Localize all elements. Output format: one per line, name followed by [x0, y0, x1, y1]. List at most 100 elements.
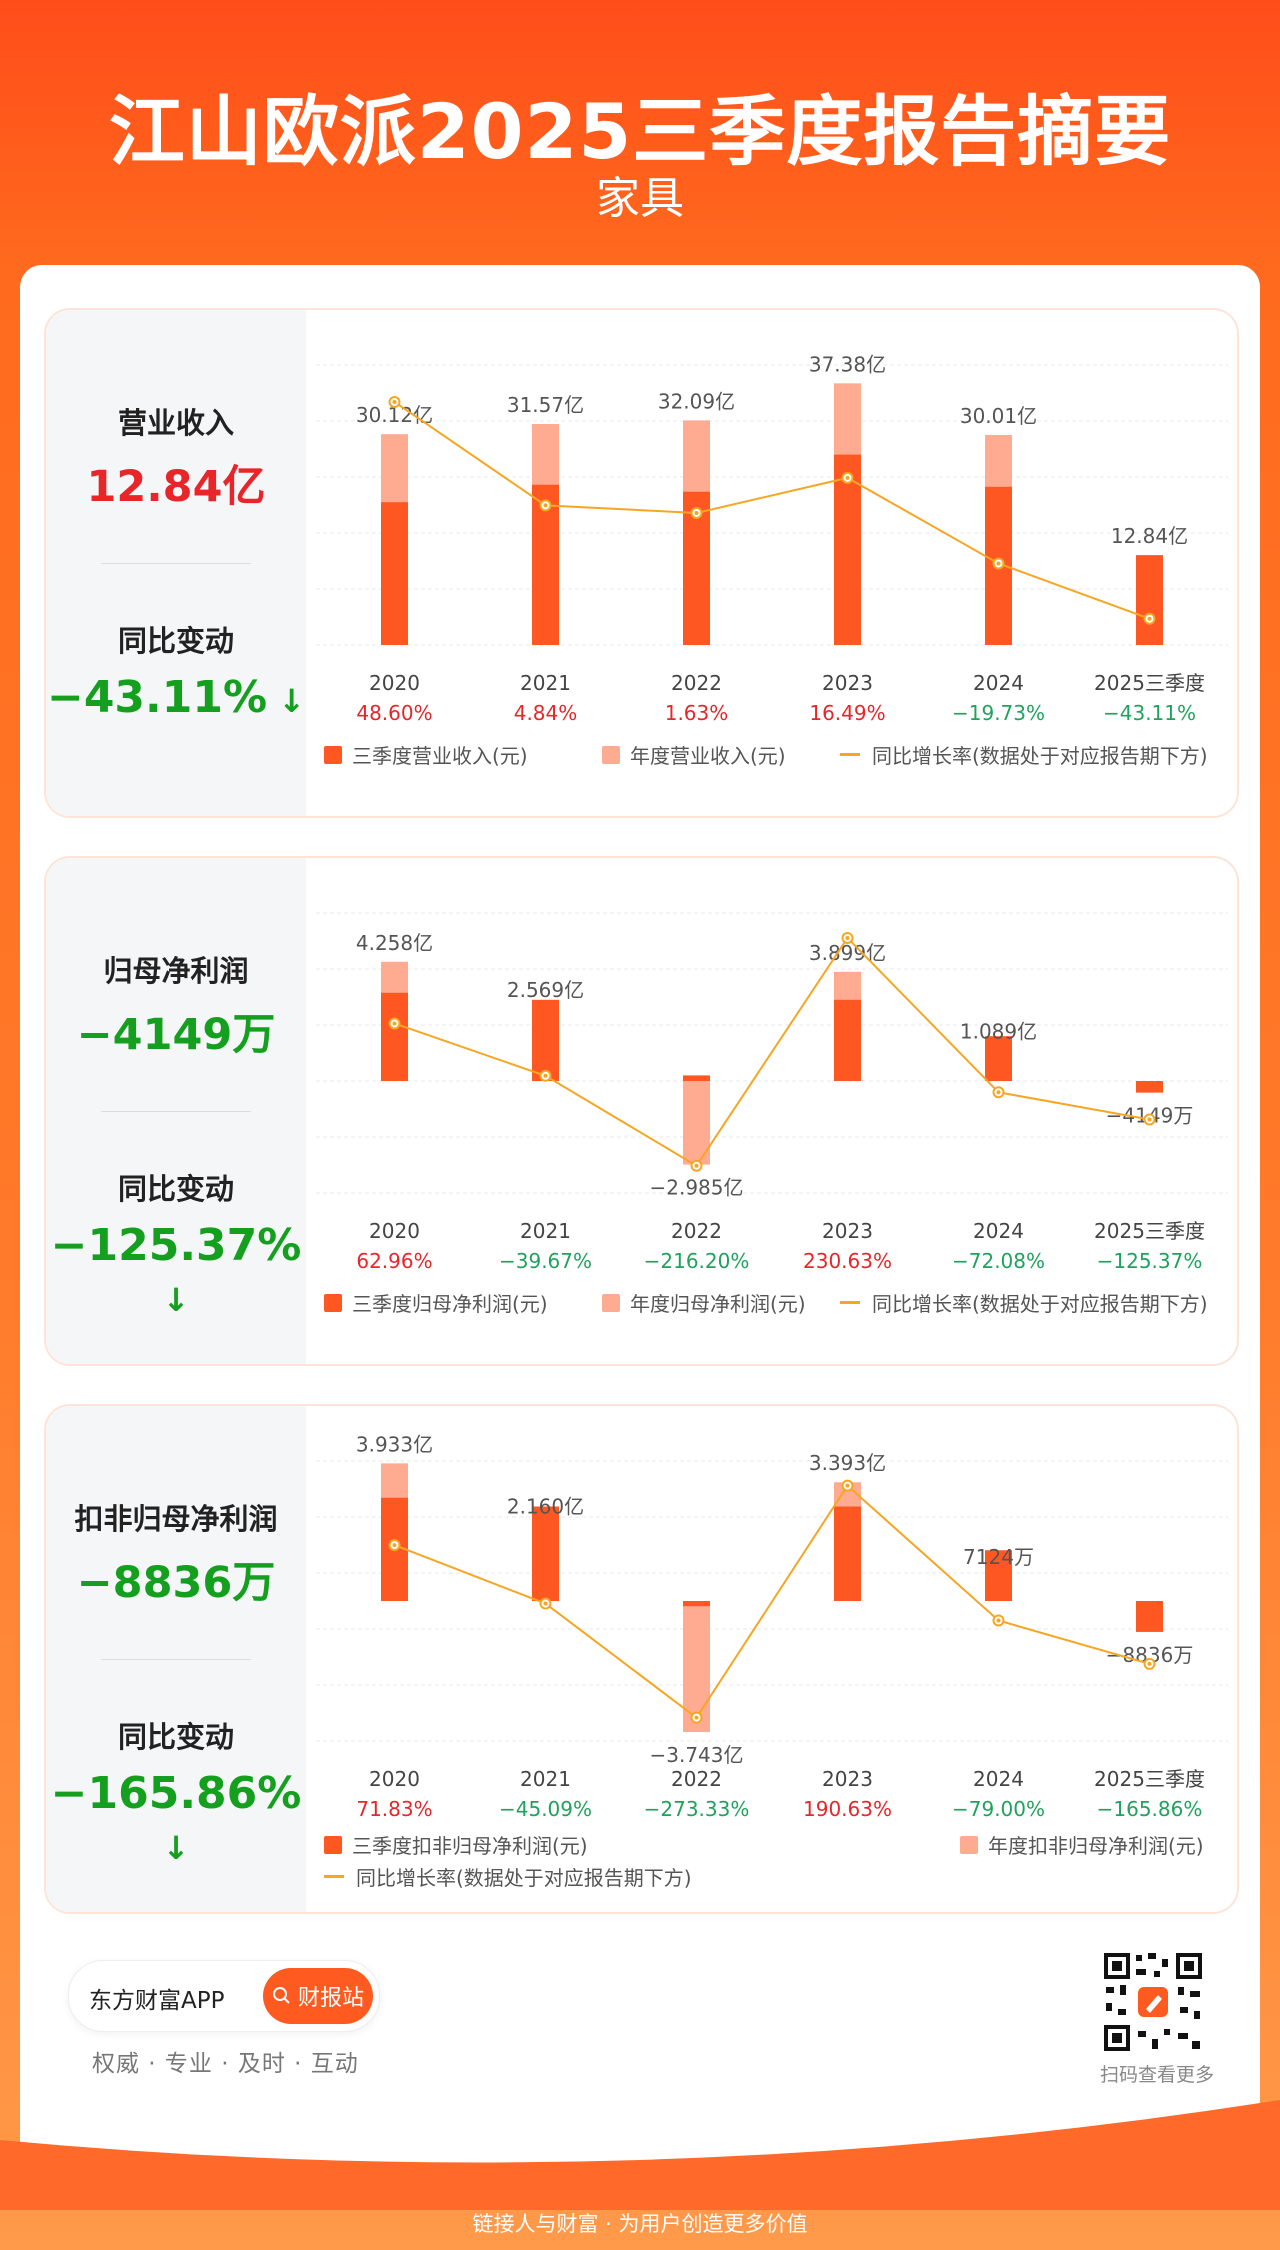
legend-annual: 年度归母净利润(元) — [602, 1288, 806, 1317]
growth-rate-point-center — [392, 399, 397, 404]
growth-rate-point-center — [543, 1073, 548, 1078]
quarter-bar — [834, 454, 861, 645]
growth-rate-point-center — [694, 1163, 699, 1168]
value-label: 3.933亿 — [356, 1432, 433, 1456]
change-value: −165.86% ↓ — [50, 1768, 302, 1867]
growth-rate-point-center — [543, 503, 548, 508]
change-label: 同比变动 — [117, 1720, 234, 1754]
value-label: 31.57亿 — [507, 393, 584, 417]
metric-label: 营业收入 — [117, 406, 234, 440]
category-label: 2024 — [973, 1767, 1024, 1791]
legend-swatch — [324, 1293, 342, 1312]
change-label: 同比变动 — [117, 624, 234, 658]
value-label: 2.569亿 — [507, 978, 584, 1002]
growth-rate-point-center — [543, 1601, 548, 1606]
quarter-bar — [834, 1506, 861, 1601]
category-label: 2024 — [973, 1219, 1024, 1243]
change-value: −43.11% ↓ — [46, 672, 306, 723]
category-label: 2025三季度 — [1094, 1219, 1205, 1243]
rate-label: −79.00% — [952, 1797, 1045, 1821]
quarter-bar — [683, 1075, 710, 1081]
metric-label: 归母净利润 — [103, 954, 249, 988]
footer-wave — [0, 2100, 1280, 2210]
legend-annual: 年度扣非归母净利润(元) — [960, 1830, 1204, 1859]
category-label: 2022 — [671, 1219, 722, 1243]
quarter-bar — [532, 1506, 559, 1601]
category-label: 2020 — [369, 671, 420, 695]
growth-rate-line — [393, 401, 1150, 620]
metric-sidebar: 归母净利润 −4149万 同比变动 −125.37% ↓ — [46, 858, 306, 1364]
rate-label: −19.73% — [952, 701, 1045, 725]
quarter-bar — [1136, 555, 1163, 645]
legend-swatch — [324, 745, 342, 764]
category-label: 2021 — [520, 671, 571, 695]
growth-rate-point-center — [1147, 1117, 1152, 1122]
qr-label: 扫码查看更多 — [1099, 2064, 1214, 2086]
qr-code-icon[interactable] — [1102, 1951, 1204, 2053]
divider — [101, 1111, 251, 1112]
legend-line — [324, 1875, 344, 1878]
legend-swatch — [324, 1835, 342, 1854]
value-label: 37.38亿 — [809, 352, 886, 376]
value-label: −3.743亿 — [649, 1743, 743, 1767]
quarter-bar — [1136, 1601, 1163, 1632]
quarter-bar — [381, 992, 408, 1081]
page-title: 江山欧派2025三季度报告摘要 — [108, 87, 1172, 176]
growth-rate-point-center — [845, 935, 850, 940]
value-label: 2.160亿 — [507, 1494, 584, 1518]
quarter-bar — [1136, 1081, 1163, 1093]
quarter-bar — [532, 484, 559, 645]
net-profit-chart: 4.258亿 2020 62.96% 2.569亿 2021 −39.67% −2.985亿… — [316, 912, 1228, 1273]
category-label: 2025三季度 — [1094, 671, 1205, 695]
legend-quarter: 三季度扣非归母净利润(元) — [324, 1830, 588, 1859]
divider — [101, 563, 251, 564]
category-label: 2021 — [520, 1767, 571, 1791]
app-search-bar[interactable]: 东方财富APP 财报站 — [68, 1960, 380, 2032]
value-label: 12.84亿 — [1111, 524, 1188, 548]
legend-swatch — [602, 1293, 620, 1312]
category-label: 2024 — [973, 671, 1024, 695]
rate-label: −72.08% — [952, 1249, 1045, 1273]
metric-value: −4149万 — [76, 1010, 276, 1060]
legend-growth: 同比增长率(数据处于对应报告期下方) — [840, 740, 1208, 769]
legend-line — [840, 753, 860, 756]
page-subtitle: 家具 — [596, 173, 684, 224]
growth-rate-line — [394, 936, 1150, 1168]
legend-annual: 年度营业收入(元) — [602, 740, 786, 769]
category-label: 2023 — [822, 1219, 873, 1243]
category-label: 2021 — [520, 1219, 571, 1243]
rate-label: 1.63% — [665, 701, 729, 725]
change-label: 同比变动 — [117, 1172, 234, 1206]
quarter-bar — [381, 502, 408, 645]
rate-label: 62.96% — [356, 1249, 432, 1273]
metric-label: 扣非归母净利润 — [74, 1502, 278, 1536]
app-name: 东方财富APP — [89, 1988, 225, 2014]
quarter-bar — [834, 999, 861, 1081]
legend-swatch — [602, 745, 620, 764]
value-label: 30.01亿 — [960, 404, 1037, 428]
rate-label: 4.84% — [514, 701, 578, 725]
button-label: 财报站 — [297, 1986, 364, 2011]
legend-growth: 同比增长率(数据处于对应报告期下方) — [840, 1288, 1208, 1317]
search-icon — [272, 1987, 290, 2004]
growth-rate-point-center — [845, 475, 850, 480]
rate-label: −125.37% — [1097, 1249, 1203, 1273]
value-label: 4.258亿 — [356, 931, 433, 955]
growth-rate-point-center — [996, 1090, 1001, 1095]
growth-rate-point-center — [694, 510, 699, 515]
legend-quarter: 三季度归母净利润(元) — [324, 1288, 548, 1317]
growth-rate-point-center — [694, 1715, 699, 1720]
category-label: 2023 — [822, 1767, 873, 1791]
net-profit-panel: 归母净利润 −4149万 同比变动 −125.37% ↓ 4.258亿 2020 6… — [44, 856, 1239, 1366]
growth-rate-point-center — [392, 1543, 397, 1548]
value-label: 7124万 — [963, 1545, 1034, 1569]
rate-label: 230.63% — [803, 1249, 892, 1273]
growth-rate-point-center — [1147, 616, 1152, 621]
growth-rate-point-center — [392, 1021, 397, 1026]
rate-label: 190.63% — [803, 1797, 892, 1821]
revenue-panel: 营业收入 12.84亿 同比变动 −43.11% ↓ 30.12亿 2020 48.… — [44, 308, 1239, 818]
report-station-button[interactable]: 财报站 — [263, 1968, 373, 2024]
category-label: 2023 — [822, 671, 873, 695]
rate-label: −165.86% — [1097, 1797, 1203, 1821]
category-label: 2020 — [369, 1767, 420, 1791]
